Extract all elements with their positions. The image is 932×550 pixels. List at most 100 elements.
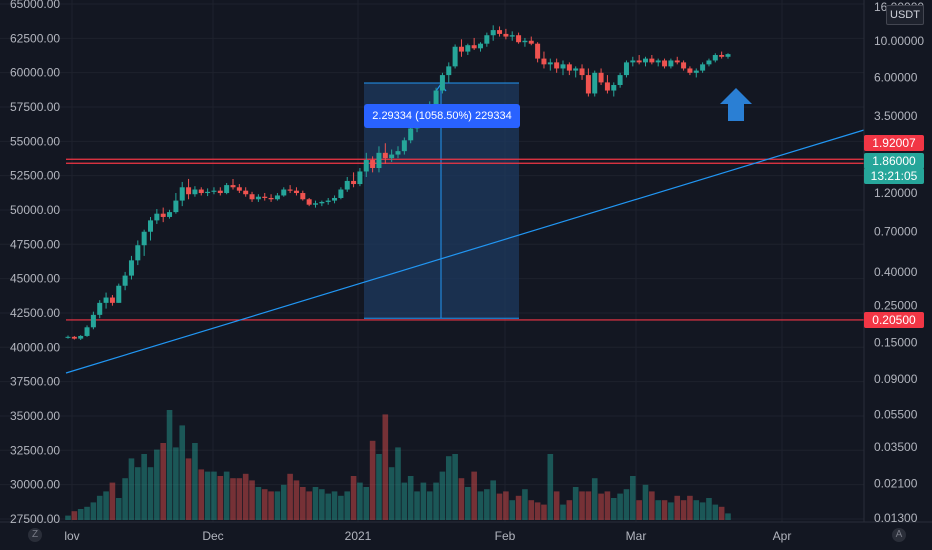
trendline[interactable] — [65, 129, 865, 374]
volume-bar — [509, 500, 516, 520]
volume-bar — [363, 487, 370, 520]
lower-line-price-tag: 0.20500 — [864, 312, 924, 328]
candle-body — [617, 75, 623, 86]
volume-bar — [515, 495, 522, 520]
left-tick-label: 60000.00 — [10, 66, 60, 80]
volume-bar — [490, 480, 496, 520]
candle-body — [598, 72, 604, 83]
left-tick-label: 32500.00 — [10, 443, 60, 457]
candle-body — [458, 46, 464, 52]
horizontal-lines[interactable] — [66, 158, 864, 321]
volume-bar — [610, 498, 617, 520]
candle-body — [528, 40, 534, 44]
left-price-axis[interactable]: 65000.00 62500.00 60000.00 57500.00 55000.00… — [10, 0, 60, 526]
volume-bar — [414, 491, 420, 520]
volume-bar — [598, 493, 604, 520]
trendline-layer[interactable] — [65, 129, 865, 374]
candle-body — [522, 40, 528, 43]
candle-body — [712, 55, 718, 61]
volume-bar — [458, 478, 465, 520]
up-arrow-icon[interactable] — [720, 88, 752, 121]
volume-bar — [560, 504, 566, 520]
candle-body — [224, 185, 230, 194]
time-tick-label: 2021 — [345, 529, 372, 543]
right-tick-label: 10.00000 — [874, 34, 924, 48]
candle-body — [97, 302, 103, 315]
right-tick-label: 0.09000 — [874, 372, 918, 386]
volume-bar — [369, 440, 376, 520]
timezone-button[interactable]: Z — [28, 528, 42, 542]
candle-body — [382, 152, 388, 159]
volume-bar — [445, 456, 452, 520]
volume-bar — [173, 447, 179, 520]
volume-bar — [84, 506, 90, 520]
volume-bar — [331, 491, 338, 520]
volume-bar — [668, 502, 674, 520]
candle-body — [655, 60, 661, 63]
currency-selector[interactable]: USDT — [886, 5, 924, 25]
candle-body — [516, 35, 522, 43]
left-tick-label: 47500.00 — [10, 237, 60, 251]
candle-body — [630, 60, 636, 63]
auto-scale-button[interactable]: A — [892, 528, 906, 542]
time-axis[interactable]: lov Dec 2021 Feb Mar Apr — [64, 529, 791, 543]
left-tick-label: 27500.00 — [10, 512, 60, 526]
right-price-axis[interactable]: 16.0000010.000006.000003.500001.200000.7… — [874, 0, 924, 525]
candle-body — [389, 154, 395, 159]
candle-body — [198, 189, 204, 194]
left-tick-label: 50000.00 — [10, 203, 60, 217]
candle-body — [243, 190, 249, 195]
volume-bar — [623, 489, 630, 520]
volume-bar — [693, 500, 700, 520]
volume-bar — [566, 500, 573, 520]
volume-bar — [382, 414, 389, 520]
volume-bar — [65, 515, 71, 520]
time-tick-label: Apr — [773, 529, 792, 543]
candle-body — [357, 171, 363, 185]
right-tick-label: 0.40000 — [874, 265, 918, 279]
volume-bar — [230, 478, 236, 520]
candle-body — [700, 64, 706, 71]
volume-bar — [192, 443, 198, 520]
candle-body — [725, 54, 731, 57]
candle-body — [623, 62, 629, 76]
volume-bar — [401, 482, 408, 520]
volume-bar — [103, 491, 109, 520]
volume-bar — [553, 491, 560, 520]
countdown-tag: 13:21:05 — [864, 168, 924, 184]
volume-bar — [426, 491, 433, 520]
right-tick-label: 0.02100 — [874, 477, 918, 491]
left-tick-label: 62500.00 — [10, 31, 60, 45]
volume-bar — [376, 454, 382, 520]
candle-body — [585, 75, 591, 94]
candle-body — [217, 190, 223, 194]
volume-bar — [547, 454, 554, 520]
volume-bar — [522, 489, 528, 520]
candle-body — [338, 189, 344, 198]
left-tick-label: 55000.00 — [10, 134, 60, 148]
volume-bar — [687, 495, 693, 520]
volume-bar — [312, 487, 319, 520]
left-tick-label: 35000.00 — [10, 409, 60, 423]
candle-body — [344, 180, 350, 190]
volume-bar — [71, 511, 78, 520]
volume-bar — [135, 467, 141, 520]
candle-body — [160, 213, 166, 217]
candle-body — [706, 60, 712, 65]
volume-bar — [725, 513, 731, 520]
candle-body — [249, 194, 255, 200]
candle-body — [211, 190, 217, 192]
candle-body — [306, 199, 312, 205]
candle-body — [281, 189, 287, 196]
candle-body — [313, 203, 318, 205]
candle-body — [560, 64, 566, 69]
upper-line-price-tag: 1.92007 — [864, 135, 924, 151]
current-price-tag: 1.86000 — [864, 153, 924, 169]
right-tick-label: 1.20000 — [874, 186, 918, 200]
candle-body — [503, 33, 509, 37]
volume-bar — [395, 447, 401, 520]
candle-body — [541, 58, 547, 65]
candle-body — [579, 68, 585, 76]
volume-bar — [280, 484, 287, 520]
